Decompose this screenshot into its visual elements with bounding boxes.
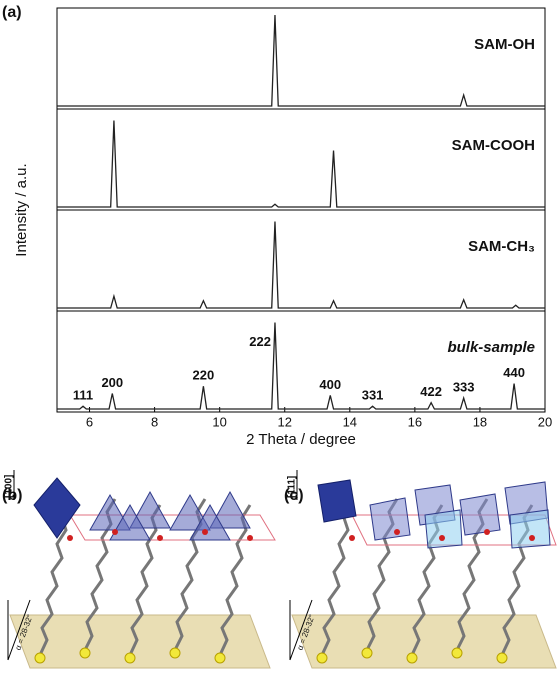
series-label: SAM-COOH: [452, 137, 535, 154]
series-label: SAM-CH₃: [468, 238, 535, 255]
substrate: [9, 614, 271, 669]
peak-label: 422: [420, 384, 442, 399]
peak-label: 333: [453, 380, 475, 395]
peak-label: 222: [249, 334, 271, 349]
illustration-c: [111] α = 28-32°: [287, 470, 557, 669]
oxygen-atoms: [67, 529, 253, 541]
x-tick-label: 12: [277, 414, 291, 429]
axis-arrow: [7, 599, 31, 661]
series-label: bulk-sample: [447, 339, 535, 356]
peak-label: 200: [101, 375, 123, 390]
x-tick-label: 6: [86, 414, 93, 429]
x-tick-label: 20: [538, 414, 552, 429]
polyhedra: [369, 481, 551, 549]
x-tick-label: 10: [212, 414, 226, 429]
peak-label: 400: [319, 377, 341, 392]
x-tick-label: 18: [473, 414, 487, 429]
peak-label: 440: [503, 365, 525, 380]
y-axis-label: Intensity / a.u.: [13, 163, 30, 256]
x-tick-label: 16: [408, 414, 422, 429]
xrd-trace: [57, 120, 545, 208]
direction-label: [100]: [4, 475, 15, 498]
xrd-trace: [57, 14, 545, 107]
polyhedra: [89, 490, 251, 541]
xrd-trace: [57, 322, 545, 410]
axis-arrow: [289, 599, 313, 661]
xrd-trace: [57, 221, 545, 309]
peak-label: 331: [362, 388, 384, 403]
octahedron: [33, 477, 81, 539]
oxygen-atoms: [349, 529, 535, 541]
panel-label: (a): [2, 4, 22, 21]
sulfur-atoms: [34, 647, 226, 664]
x-tick-label: 14: [343, 414, 357, 429]
x-tick-label: 8: [151, 414, 158, 429]
series-label: SAM-OH: [474, 36, 535, 53]
panel-label: (c): [284, 487, 304, 504]
octahedron: [317, 479, 357, 523]
substrate: [291, 614, 557, 669]
sulfur-atoms: [316, 647, 508, 664]
peak-label: 220: [193, 368, 215, 383]
direction-label: [111]: [287, 476, 298, 498]
illustration-b: [100] α = 28-32°: [4, 470, 276, 669]
peak-label: 111: [73, 388, 93, 403]
panel-label: (b): [2, 487, 22, 504]
x-axis-label: 2 Theta / degree: [246, 431, 356, 448]
